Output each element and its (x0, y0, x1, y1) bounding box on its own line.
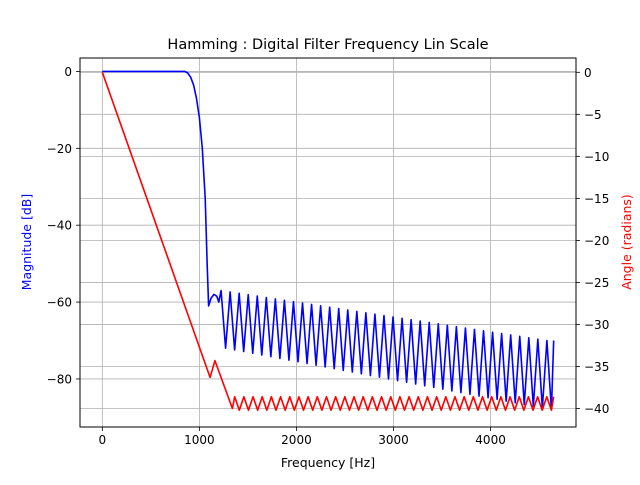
y-tick-label-right: −20 (584, 234, 609, 248)
y-tick-label-right: −15 (584, 192, 609, 206)
y-tick-label-right: −25 (584, 276, 609, 290)
y-tick-label-right: −35 (584, 360, 609, 374)
angle-line (101, 72, 555, 411)
y-tick-label-left: −20 (47, 142, 72, 156)
magnitude-line (102, 70, 555, 411)
y-tick-label-right: −40 (584, 402, 609, 416)
y-tick-label-right: 0 (584, 66, 592, 80)
y-tick-label-right: −5 (584, 108, 602, 122)
chart-title: Hamming : Digital Filter Frequency Lin S… (167, 37, 488, 53)
y-tick-label-left: −80 (47, 372, 72, 386)
y-axis-label-left: Magnitude [dB] (19, 194, 34, 290)
y-tick-label-right: −10 (584, 150, 609, 164)
x-tick-label: 4000 (475, 433, 506, 447)
grid-layer (80, 58, 576, 427)
plot-frame (79, 57, 577, 428)
x-tick-label: 3000 (378, 433, 409, 447)
ticks-layer: 0 1000 2000 3000 4000 0 −20 −40 −60 −80 0 −5 −10 −15 −… (47, 65, 610, 447)
series-layer (101, 70, 555, 411)
y-tick-label-left: −40 (47, 219, 72, 233)
y-tick-label-left: −60 (47, 296, 72, 310)
x-tick-label: 1000 (184, 433, 215, 447)
x-tick-label: 2000 (281, 433, 312, 447)
y-tick-label-left: 0 (64, 65, 72, 79)
x-axis-label: Frequency [Hz] (281, 455, 375, 470)
y-axis-label-right: Angle (radians) (619, 194, 634, 290)
x-tick-label: 0 (99, 433, 107, 447)
y-tick-label-right: −30 (584, 318, 609, 332)
